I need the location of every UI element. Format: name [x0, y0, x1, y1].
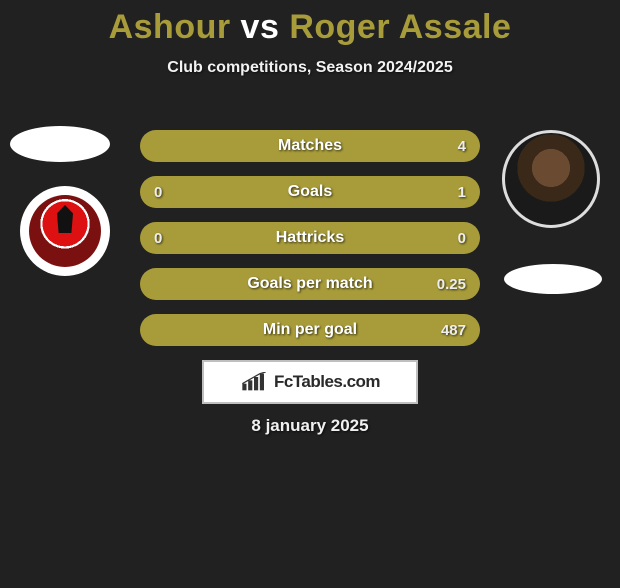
player2-club-placeholder-icon	[504, 264, 602, 294]
brand-text: FcTables.com	[274, 372, 380, 392]
bar-chart-icon	[240, 372, 268, 392]
stat-label: Hattricks	[140, 229, 480, 247]
stat-right-value: 0	[440, 230, 466, 247]
brand-attribution[interactable]: FcTables.com	[202, 360, 418, 404]
title-vs: vs	[241, 8, 280, 46]
stat-right-value: 487	[440, 322, 466, 339]
stat-left-value: 0	[154, 230, 180, 247]
stat-right-value: 1	[440, 184, 466, 201]
stat-label: Goals per match	[140, 275, 480, 293]
player1-placeholder-icon	[10, 126, 110, 162]
stats-list: Matches 4 0 Goals 1 0 Hattricks 0 Goals …	[140, 130, 480, 360]
stat-row-hattricks: 0 Hattricks 0	[140, 222, 480, 254]
player2-name: Roger Assale	[289, 8, 511, 46]
stat-left-value: 0	[154, 184, 180, 201]
player2-photo-icon	[502, 130, 600, 228]
stat-row-min-per-goal: Min per goal 487	[140, 314, 480, 346]
player1-club-crest-icon	[20, 186, 110, 276]
stat-label: Min per goal	[140, 321, 480, 339]
stat-row-matches: Matches 4	[140, 130, 480, 162]
stat-row-goals-per-match: Goals per match 0.25	[140, 268, 480, 300]
stat-right-value: 4	[440, 138, 466, 155]
comparison-title: Ashour vs Roger Assale	[0, 8, 620, 47]
stat-label: Goals	[140, 183, 480, 201]
snapshot-date: 8 january 2025	[0, 416, 620, 436]
stat-row-goals: 0 Goals 1	[140, 176, 480, 208]
player1-name: Ashour	[109, 8, 231, 46]
subtitle: Club competitions, Season 2024/2025	[0, 59, 620, 77]
stat-label: Matches	[140, 137, 480, 155]
stat-right-value: 0.25	[437, 276, 466, 293]
